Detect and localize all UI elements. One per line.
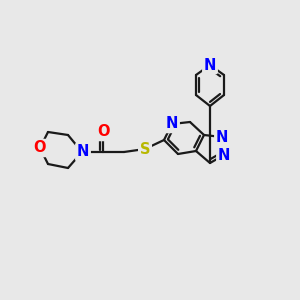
Text: N: N [204, 58, 216, 73]
Text: S: S [140, 142, 150, 157]
Text: N: N [166, 116, 178, 131]
Text: N: N [77, 145, 89, 160]
Text: N: N [216, 130, 228, 145]
Text: N: N [218, 148, 230, 163]
Text: O: O [33, 140, 45, 155]
Text: O: O [97, 124, 109, 140]
